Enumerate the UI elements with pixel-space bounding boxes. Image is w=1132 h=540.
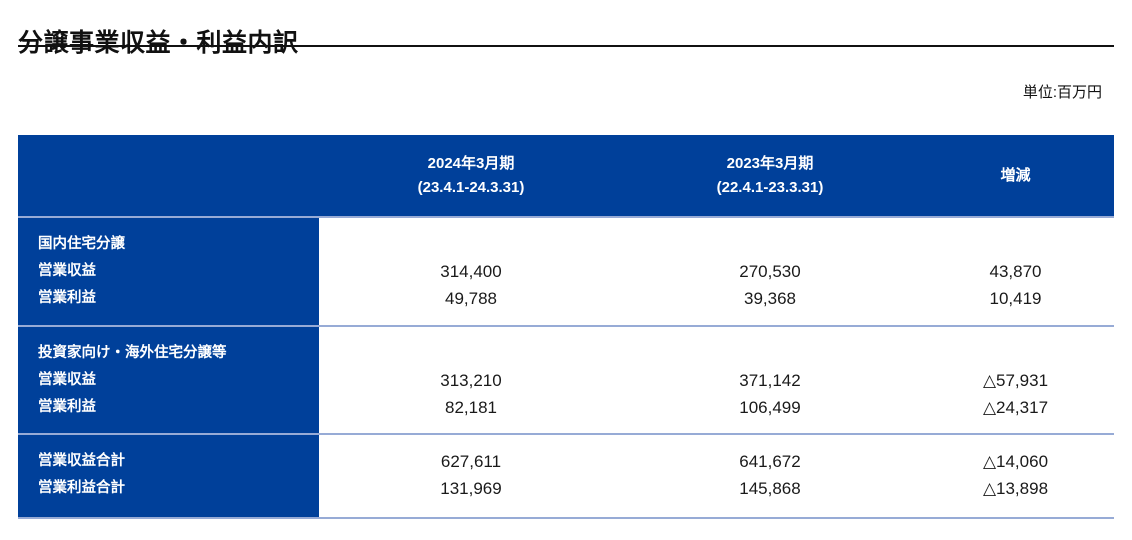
- value-total-revenue-fy2024: 627,611: [440, 452, 502, 471]
- table-row-investor-overseas: 投資家向け・海外住宅分譲等 営業収益 営業利益 313,210 82,181 3…: [18, 327, 1114, 435]
- value-total-profit-fy2024: 131,969: [440, 479, 502, 498]
- value-profit-fy2024: 49,788: [445, 289, 497, 308]
- row-line-label-revenue: 営業収益: [38, 372, 96, 388]
- row-category-label: 投資家向け・海外住宅分譲等: [38, 345, 227, 361]
- column-header-fy2023-period: 2023年3月期: [726, 154, 814, 172]
- value-revenue-change: 43,870: [989, 262, 1042, 281]
- column-header-change: 増減: [917, 135, 1114, 216]
- value-revenue-fy2023: 371,142: [739, 371, 801, 390]
- column-header-change-label: 増減: [1000, 166, 1031, 184]
- unit-label: 単位:百万円: [1022, 84, 1102, 101]
- row-category-label: 国内住宅分譲: [38, 236, 125, 252]
- row-line-label-profit: 営業利益: [38, 399, 96, 415]
- value-cell-fy2024: 314,400 49,788: [319, 218, 623, 325]
- segment-results-table: 2024年3月期 (23.4.1-24.3.31) 2023年3月期 (22.4…: [18, 135, 1114, 519]
- column-header-fy2024-range: (23.4.1-24.3.31): [417, 178, 525, 196]
- value-revenue-fy2023: 270,530: [739, 262, 801, 281]
- value-total-revenue-change: △14,060: [982, 452, 1049, 471]
- row-line-label-total-profit: 営業利益合計: [38, 480, 125, 496]
- table-row-domestic-housing: 国内住宅分譲 営業収益 営業利益 314,400 49,788 270,530 …: [18, 218, 1114, 327]
- value-total-profit-change: △13,898: [982, 479, 1049, 498]
- value-profit-fy2024: 82,181: [445, 398, 497, 417]
- row-label-cell: 国内住宅分譲 営業収益 営業利益: [18, 218, 319, 325]
- value-total-profit-fy2023: 145,868: [739, 479, 801, 498]
- row-line-label-total-revenue: 営業収益合計: [38, 453, 125, 469]
- table-row-totals: 営業収益合計 営業利益合計 627,611 131,969 641,672 14…: [18, 435, 1114, 519]
- column-header-fy2024-period: 2024年3月期: [427, 154, 515, 172]
- value-profit-change: 10,419: [989, 289, 1042, 308]
- value-cell-fy2024: 313,210 82,181: [319, 327, 623, 433]
- value-revenue-change: △57,931: [982, 371, 1049, 390]
- value-cell-change: △14,060 △13,898: [917, 435, 1114, 517]
- column-header-fy2023-range: (22.4.1-23.3.31): [716, 178, 824, 196]
- value-cell-fy2023: 641,672 145,868: [623, 435, 917, 517]
- value-cell-fy2023: 371,142 106,499: [623, 327, 917, 433]
- value-revenue-fy2024: 313,210: [440, 371, 502, 390]
- title-underline: [18, 45, 1114, 47]
- row-label-cell: 営業収益合計 営業利益合計: [18, 435, 319, 517]
- value-cell-fy2024: 627,611 131,969: [319, 435, 623, 517]
- value-profit-fy2023: 39,368: [744, 289, 796, 308]
- header-spacer-cell: [18, 135, 319, 216]
- value-cell-fy2023: 270,530 39,368: [623, 218, 917, 325]
- value-cell-change: △57,931 △24,317: [917, 327, 1114, 433]
- page-title: 分譲事業収益・利益内訳: [18, 28, 299, 57]
- column-header-fy2023: 2023年3月期 (22.4.1-23.3.31): [623, 135, 917, 216]
- column-header-fy2024: 2024年3月期 (23.4.1-24.3.31): [319, 135, 623, 216]
- value-profit-fy2023: 106,499: [739, 398, 801, 417]
- row-line-label-profit: 営業利益: [38, 290, 96, 306]
- value-total-revenue-fy2023: 641,672: [739, 452, 801, 471]
- value-profit-change: △24,317: [982, 398, 1049, 417]
- table-header-row: 2024年3月期 (23.4.1-24.3.31) 2023年3月期 (22.4…: [18, 135, 1114, 218]
- value-cell-change: 43,870 10,419: [917, 218, 1114, 325]
- value-revenue-fy2024: 314,400: [440, 262, 502, 281]
- row-label-cell: 投資家向け・海外住宅分譲等 営業収益 営業利益: [18, 327, 319, 433]
- row-line-label-revenue: 営業収益: [38, 263, 96, 279]
